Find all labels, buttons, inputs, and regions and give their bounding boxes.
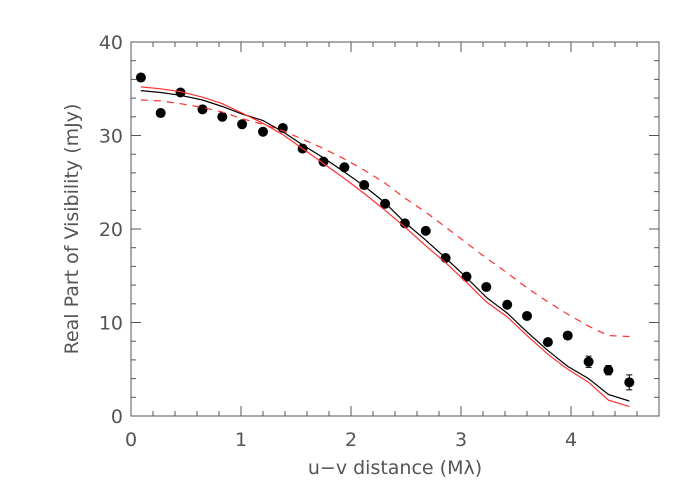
y-tick-label: 30 <box>99 126 123 148</box>
data-point <box>583 356 594 367</box>
data-point <box>197 104 208 115</box>
y-tick-label: 0 <box>111 406 123 428</box>
data-point <box>135 72 146 83</box>
y-tick-label: 10 <box>99 313 123 335</box>
data-point <box>542 337 553 348</box>
axes-frame <box>130 41 660 417</box>
x-tick-label: 2 <box>345 429 357 451</box>
y-axis-label: Real Part of Visibility (mJy) <box>61 104 83 355</box>
x-tick-label: 0 <box>125 429 137 451</box>
data-point <box>217 111 228 122</box>
data-point <box>155 108 166 119</box>
data-point <box>420 225 431 236</box>
model-line-2 <box>140 86 630 408</box>
data-point <box>603 365 614 376</box>
data-point <box>339 162 350 173</box>
data-point <box>461 271 472 282</box>
y-tick-label: 40 <box>99 32 123 54</box>
x-tick-label: 4 <box>565 429 577 451</box>
data-point <box>624 377 635 388</box>
x-axis-label: u−v distance (Mλ) <box>308 457 482 479</box>
data-point <box>562 330 573 341</box>
data-point <box>258 126 268 137</box>
data-point <box>237 119 248 130</box>
y-tick-label: 20 <box>99 219 123 241</box>
x-tick-label: 3 <box>455 429 467 451</box>
model-line-3 <box>140 99 630 338</box>
data-point <box>399 218 410 229</box>
data-point <box>522 310 532 321</box>
model-line-1 <box>140 90 630 402</box>
data-point <box>502 299 513 310</box>
data-point <box>481 281 492 292</box>
x-tick-label: 1 <box>235 429 247 451</box>
